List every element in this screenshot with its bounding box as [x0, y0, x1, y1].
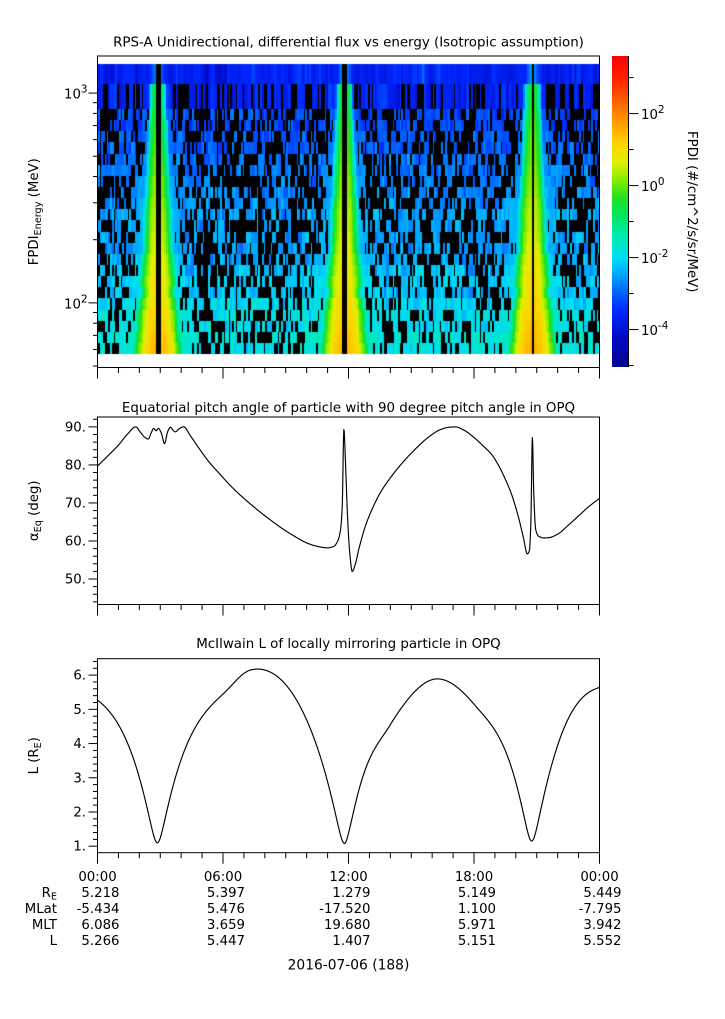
- table-value: 1.279: [332, 886, 370, 901]
- l-title: McIlwain L of locally mirroring particle…: [196, 637, 500, 652]
- y-tick-label: 4.: [73, 737, 86, 752]
- date-label: 2016-07-06 (188): [288, 957, 410, 973]
- table-value: -7.795: [579, 902, 622, 917]
- table-value: 5.218: [81, 886, 119, 901]
- colorbar-tick-label: 102: [641, 104, 665, 123]
- table-value: 5.476: [207, 902, 245, 917]
- y-tick-label: 6.: [73, 669, 86, 684]
- colorbar-gradient: [612, 56, 628, 367]
- table-value: 3.659: [207, 918, 245, 933]
- time-label: 18:00: [455, 870, 493, 885]
- table-value: 5.151: [458, 934, 496, 949]
- panel-frame-1: [97, 416, 600, 605]
- y-tick-label: 70.: [65, 496, 86, 511]
- colorbar-tick-label: 10-2: [641, 248, 668, 267]
- table-row-label: L: [50, 934, 58, 949]
- table-value: 5.266: [81, 934, 119, 949]
- y-tick-label: 80.: [65, 458, 86, 473]
- y-tick-label: 60.: [65, 534, 86, 549]
- table-value: 5.397: [207, 886, 245, 901]
- time-label: 00:00: [580, 870, 618, 885]
- table-value: -5.434: [77, 902, 120, 917]
- colorbar-tick-label: 100: [641, 176, 665, 195]
- y-tick-label: 3.: [73, 771, 86, 786]
- table-row-label: MLT: [32, 918, 58, 933]
- time-label: 06:00: [204, 870, 242, 885]
- table-value: 5.552: [583, 934, 621, 949]
- spectrogram-y-axis-label: FPDIEnergy (MeV): [27, 158, 44, 265]
- time-label: 12:00: [329, 870, 367, 885]
- table-value: 5.149: [458, 886, 496, 901]
- table-value: 19.680: [324, 918, 371, 933]
- table-value: 1.407: [332, 934, 370, 949]
- pitch-y-axis-label: αEq (deg): [27, 480, 44, 541]
- spectrogram-image: [97, 56, 600, 368]
- table-value: 5.971: [458, 918, 496, 933]
- pitch-angle-curve: [97, 426, 600, 573]
- time-label: 00:00: [78, 870, 116, 885]
- table-value: 3.942: [583, 918, 621, 933]
- spectrogram-title: RPS-A Unidirectional, differential flux …: [113, 36, 584, 51]
- y-tick-label: 103: [64, 84, 88, 103]
- panel-frame-0: [97, 55, 600, 368]
- y-tick-label: 5.: [73, 703, 86, 718]
- l-y-axis-label: L (RE): [27, 737, 44, 774]
- table-value: -17.520: [319, 902, 370, 917]
- panel-frame-2: [97, 658, 600, 854]
- table-row-label: MLat: [25, 902, 57, 917]
- y-tick-label: 50.: [65, 573, 86, 588]
- y-tick-label: 102: [64, 293, 88, 312]
- table-value: 6.086: [81, 918, 119, 933]
- colorbar-tick-label: 10-4: [641, 320, 669, 339]
- colorbar-label: FPDI (#/cm^2/s/sr/MeV): [684, 131, 699, 292]
- table-value: 5.449: [583, 886, 621, 901]
- y-tick-label: 1.: [73, 840, 86, 855]
- table-value: 1.100: [458, 902, 496, 917]
- y-tick-label: 90.: [65, 420, 86, 435]
- table-row-label: RE: [42, 886, 57, 903]
- table-value: 5.447: [207, 934, 245, 949]
- pitch-title: Equatorial pitch angle of particle with …: [122, 401, 575, 416]
- l-shell-curve: [97, 668, 600, 845]
- y-tick-label: 2.: [73, 805, 86, 820]
